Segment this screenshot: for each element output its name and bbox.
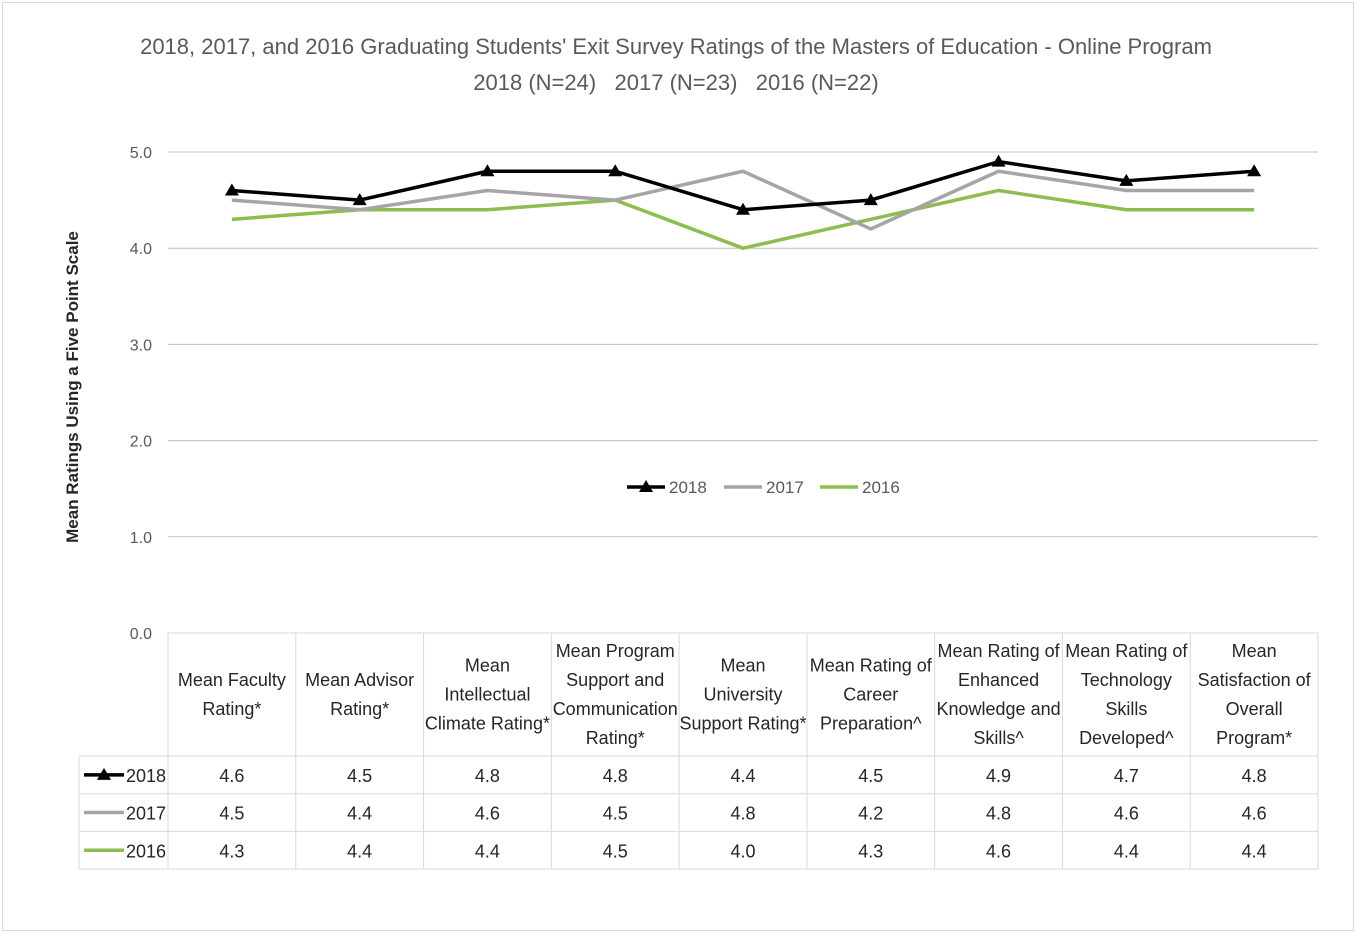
series-line-2017 bbox=[231, 169, 1255, 231]
table-cell-value: 4.5 bbox=[603, 804, 628, 824]
table-cell-value: 4.6 bbox=[986, 841, 1011, 861]
table-cell-value: 4.3 bbox=[219, 841, 244, 861]
category-label: Mean Rating of Career Preparation^ bbox=[810, 656, 933, 734]
table-cell-value: 4.4 bbox=[347, 841, 372, 861]
y-tick-label: 1.0 bbox=[130, 530, 152, 547]
data-point-2018 bbox=[480, 164, 495, 177]
table-cell-value: 4.8 bbox=[603, 766, 628, 786]
table-cell-value: 4.4 bbox=[347, 804, 372, 824]
y-tick-label: 4.0 bbox=[130, 241, 152, 258]
gridlines bbox=[168, 151, 1318, 538]
table-cell-value: 4.6 bbox=[1242, 804, 1267, 824]
category-label: Mean Faculty Rating* bbox=[178, 670, 286, 719]
table-cell-value: 4.0 bbox=[730, 841, 755, 861]
table-cell-value: 4.9 bbox=[986, 766, 1011, 786]
data-point-2018 bbox=[736, 202, 750, 215]
table-cell-value: 4.5 bbox=[347, 766, 372, 786]
row-legend-marker-2018 bbox=[97, 767, 111, 780]
series-line-2016 bbox=[231, 188, 1255, 250]
table-cell-value: 4.6 bbox=[475, 804, 500, 824]
row-label-2016: 2016 bbox=[126, 841, 166, 861]
data-point-2018 bbox=[863, 193, 878, 206]
table-cell-value: 4.4 bbox=[1242, 841, 1267, 861]
table-cell-value: 4.6 bbox=[1114, 804, 1139, 824]
y-tick-label: 0.0 bbox=[130, 626, 152, 643]
table-cell-value: 4.8 bbox=[1242, 766, 1267, 786]
table-cell-value: 4.4 bbox=[475, 841, 500, 861]
legend-marker-2018 bbox=[639, 480, 653, 492]
data-point-2018 bbox=[1247, 164, 1262, 177]
series-lines bbox=[224, 154, 1262, 250]
data-point-2018 bbox=[608, 164, 623, 177]
category-label: Mean University Support Rating* bbox=[679, 656, 806, 734]
legend: 2018 2017 2016 bbox=[627, 478, 900, 497]
legend-label-2018: 2018 bbox=[669, 478, 707, 497]
y-tick-label: 5.0 bbox=[130, 145, 152, 162]
data-point-2018 bbox=[352, 193, 367, 206]
category-label: Mean Program Support and Communication Rati… bbox=[553, 641, 678, 748]
table-cell-value: 4.2 bbox=[858, 804, 883, 824]
table-cell-value: 4.3 bbox=[858, 841, 883, 861]
table-cell-value: 4.7 bbox=[1114, 766, 1139, 786]
category-label: Mean Intellectual Climate Rating* bbox=[425, 656, 550, 734]
row-label-2018: 2018 bbox=[126, 766, 166, 786]
table-cell-value: 4.6 bbox=[219, 766, 244, 786]
y-tick-label: 3.0 bbox=[130, 337, 152, 354]
table-cell-value: 4.8 bbox=[475, 766, 500, 786]
y-tick-label: 2.0 bbox=[130, 434, 152, 451]
category-label: Mean Rating of Enhanced Knowledge and Skill… bbox=[937, 641, 1061, 748]
row-label-2017: 2017 bbox=[126, 804, 166, 824]
table-cell-value: 4.4 bbox=[1114, 841, 1139, 861]
table-cell-value: 4.5 bbox=[219, 804, 244, 824]
category-label: Mean Satisfaction of Overall Program* bbox=[1198, 641, 1312, 748]
y-axis-label: Mean Ratings Using a Five Point Scale bbox=[63, 231, 82, 543]
category-label: Mean Rating of Technology Skills Developed^ bbox=[1065, 641, 1188, 748]
data-table: Mean Faculty Rating*Mean Advisor Rating*Me… bbox=[78, 632, 1319, 870]
chart-subtitle: 2018 (N=24) 2017 (N=23) 2016 (N=22) bbox=[473, 70, 878, 95]
data-point-2018 bbox=[1119, 173, 1134, 186]
table-cell-value: 4.5 bbox=[858, 766, 883, 786]
data-point-2018 bbox=[224, 183, 239, 196]
legend-label-2016: 2016 bbox=[862, 478, 900, 497]
data-point-2018 bbox=[991, 154, 1006, 167]
table-cell-value: 4.8 bbox=[986, 804, 1011, 824]
category-label: Mean Advisor Rating* bbox=[305, 670, 414, 719]
y-tick-labels: 0.0 1.0 2.0 3.0 4.0 5.0 bbox=[130, 145, 152, 643]
table-cell-value: 4.4 bbox=[730, 766, 755, 786]
legend-label-2017: 2017 bbox=[766, 478, 804, 497]
chart-title: 2018, 2017, and 2016 Graduating Students… bbox=[140, 34, 1212, 59]
table-cell-value: 4.8 bbox=[730, 804, 755, 824]
table-cell-value: 4.5 bbox=[603, 841, 628, 861]
